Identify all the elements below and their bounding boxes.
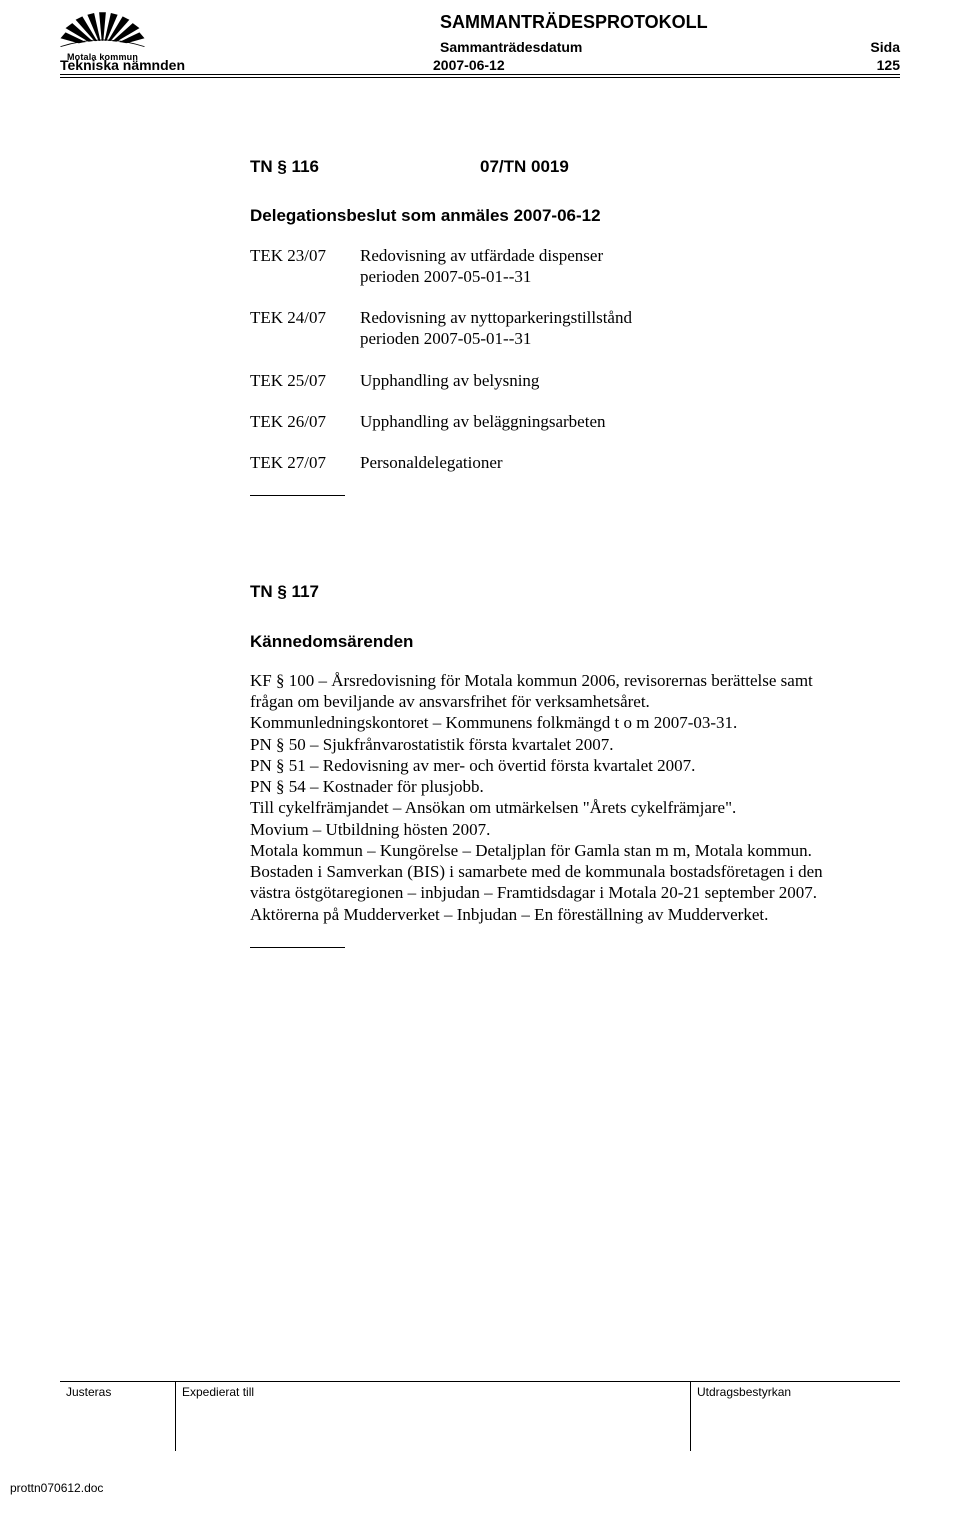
meeting-date-label: Sammanträdesdatum (440, 39, 582, 55)
delegation-list: TEK 23/07 Redovisning av utfärdade dispe… (250, 245, 850, 474)
municipality-logo: Motala kommun (60, 8, 145, 62)
notice-line: PN § 54 – Kostnader för plusjobb. (250, 776, 850, 797)
header-rule (60, 77, 900, 78)
delegation-val: Redovisning av utfärdade dispenserperiod… (360, 245, 603, 288)
section-heading: Delegationsbeslut som anmäles 2007-06-12 (250, 205, 850, 226)
notice-line: PN § 51 – Redovisning av mer- och överti… (250, 755, 850, 776)
page-footer: Justeras Expedierat till Utdragsbestyrka… (60, 1381, 900, 1451)
section-line: TN § 117 (250, 581, 850, 602)
delegation-row: TEK 27/07 Personaldelegationer (250, 452, 850, 473)
delegation-key: TEK 27/07 (250, 452, 360, 473)
notice-line: PN § 50 – Sjukfrånvarostatistik första k… (250, 734, 850, 755)
notice-line: Bostaden i Samverkan (BIS) i samarbete m… (250, 861, 850, 904)
delegation-key: TEK 26/07 (250, 411, 360, 432)
delegation-row: TEK 26/07 Upphandling av beläggningsarbe… (250, 411, 850, 432)
delegation-val: Upphandling av belysning (360, 370, 539, 391)
section-heading: Kännedomsärenden (250, 631, 850, 652)
footer-expedierat: Expedierat till (175, 1382, 690, 1451)
footer-justeras: Justeras (60, 1382, 175, 1451)
section-divider (250, 947, 345, 948)
section-reference: 07/TN 0019 (480, 156, 569, 177)
notice-body: KF § 100 – Årsredovisning för Motala kom… (250, 670, 850, 925)
section-number: TN § 117 (250, 581, 480, 602)
delegation-key: TEK 25/07 (250, 370, 360, 391)
page-header: Motala kommun SAMMANTRÄDESPROTOKOLL Samm… (60, 0, 900, 86)
meeting-date: 2007-06-12 (433, 57, 505, 73)
protocol-title: SAMMANTRÄDESPROTOKOLL (440, 12, 708, 33)
section-number: TN § 116 (250, 156, 480, 177)
notice-line: Motala kommun – Kungörelse – Detaljplan … (250, 840, 850, 861)
delegation-val: Personaldelegationer (360, 452, 503, 473)
notice-line: Movium – Utbildning hösten 2007. (250, 819, 850, 840)
delegation-row: TEK 24/07 Redovisning av nyttoparkerings… (250, 307, 850, 350)
page-number: 125 (877, 57, 900, 73)
delegation-val: Redovisning av nyttoparkeringstillståndp… (360, 307, 632, 350)
section-line: TN § 116 07/TN 0019 (250, 156, 850, 177)
document-filename: prottn070612.doc (10, 1481, 103, 1495)
delegation-row: TEK 23/07 Redovisning av utfärdade dispe… (250, 245, 850, 288)
notice-line: Till cykelfrämjandet – Ansökan om utmärk… (250, 797, 850, 818)
header-rule (60, 74, 900, 75)
delegation-val: Upphandling av beläggningsarbeten (360, 411, 606, 432)
section-divider (250, 495, 345, 496)
delegation-key: TEK 23/07 (250, 245, 360, 288)
notice-line: Kommunledningskontoret – Kommunens folkm… (250, 712, 850, 733)
logo-text: Motala kommun (60, 52, 145, 62)
notice-line: KF § 100 – Årsredovisning för Motala kom… (250, 670, 850, 713)
page-label: Sida (870, 39, 900, 55)
delegation-key: TEK 24/07 (250, 307, 360, 350)
delegation-row: TEK 25/07 Upphandling av belysning (250, 370, 850, 391)
footer-utdrag: Utdragsbestyrkan (690, 1382, 900, 1451)
sun-rays-icon (60, 8, 145, 50)
notice-line: Aktörerna på Mudderverket – Inbjudan – E… (250, 904, 850, 925)
